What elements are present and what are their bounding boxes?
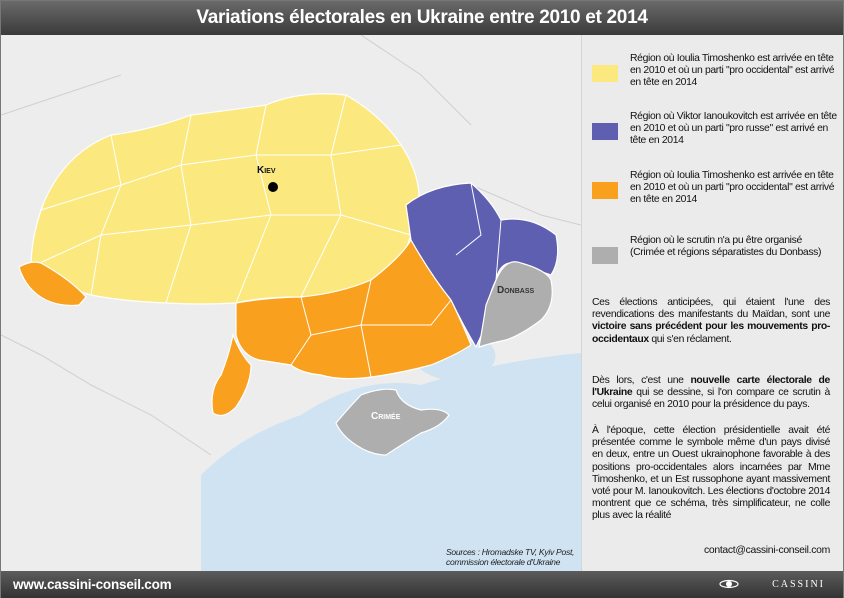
paragraph-1-bold: victoire sans précédent pour les mouveme… — [592, 321, 830, 345]
crimee-label: Crimée — [371, 411, 401, 422]
neighbour-borders — [1, 35, 581, 456]
donbass-label: Donbass — [497, 285, 535, 296]
side-panel: Région où Ioulia Timoshenko est arrivée … — [581, 35, 843, 571]
paragraph-2-a: Dès lors, c'est une — [592, 375, 691, 386]
legend-swatch-grey — [592, 247, 618, 264]
paragraph-3: À l'époque, cette élection présidentiell… — [592, 425, 830, 522]
contact-email[interactable]: contact@cassini-conseil.com — [703, 545, 830, 556]
region-orange-south — [235, 238, 472, 380]
legend-swatch-yellow — [592, 65, 618, 82]
paragraph-1-c: qui s'en réclament. — [648, 333, 732, 345]
region-grey-donbass — [478, 261, 553, 348]
kiev-marker — [268, 182, 278, 192]
cassini-logo-icon — [719, 579, 739, 589]
region-orange-odessa — [211, 332, 252, 417]
paragraph-1: Ces élections anticipées, qui étaient l'… — [592, 297, 830, 346]
yellow-inner-borders — [30, 94, 412, 304]
legend-swatch-blue — [592, 123, 618, 140]
region-grey-crimea — [335, 388, 450, 456]
paragraph-2: Dès lors, c'est une nouvelle carte élect… — [592, 375, 830, 412]
map-area: Kiev Donbass Crimée Sources : Hromadske … — [1, 35, 581, 571]
sources-line-2: commission électorale d'Ukraine — [446, 557, 561, 567]
page-title: Variations électorales en Ukraine entre … — [1, 1, 843, 35]
sources-line-1: Sources : Hromadske TV, Kyiv Post, — [446, 547, 575, 557]
sources-note: Sources : Hromadske TV, Kyiv Post, commi… — [446, 547, 574, 567]
website-link[interactable]: www.cassini-conseil.com — [13, 577, 172, 592]
legend-swatch-orange — [592, 182, 618, 199]
paragraph-2-bold: nouvelle carte électorale de l'Ukraine — [592, 375, 830, 399]
black-sea — [201, 353, 581, 571]
region-yellow-pro-western — [30, 93, 420, 305]
kiev-label: Kiev — [257, 165, 276, 176]
brand-name: CASSINI — [772, 579, 825, 590]
orange-inner-borders — [290, 279, 452, 378]
blue-inner-borders — [455, 182, 502, 281]
paragraph-1-a: Ces élections anticipées, qui étaient l'… — [592, 297, 830, 321]
legend-text-orange: Région où Ioulia Timoshenko est arrivée … — [630, 170, 835, 206]
footer: www.cassini-conseil.com CASSINI — [1, 571, 843, 598]
paragraph-2-c: qui se dessine, si l'on compare ce scrut… — [592, 387, 830, 411]
region-orange-west — [18, 261, 87, 307]
legend-text-yellow: Région où Ioulia Timoshenko est arrivée … — [630, 53, 835, 89]
ukraine-map — [1, 35, 581, 571]
legend-text-blue: Région où Viktor Ianoukovitch est arrivé… — [630, 111, 837, 147]
legend-text-grey: Région où le scrutin n'a pu être organis… — [630, 235, 822, 259]
